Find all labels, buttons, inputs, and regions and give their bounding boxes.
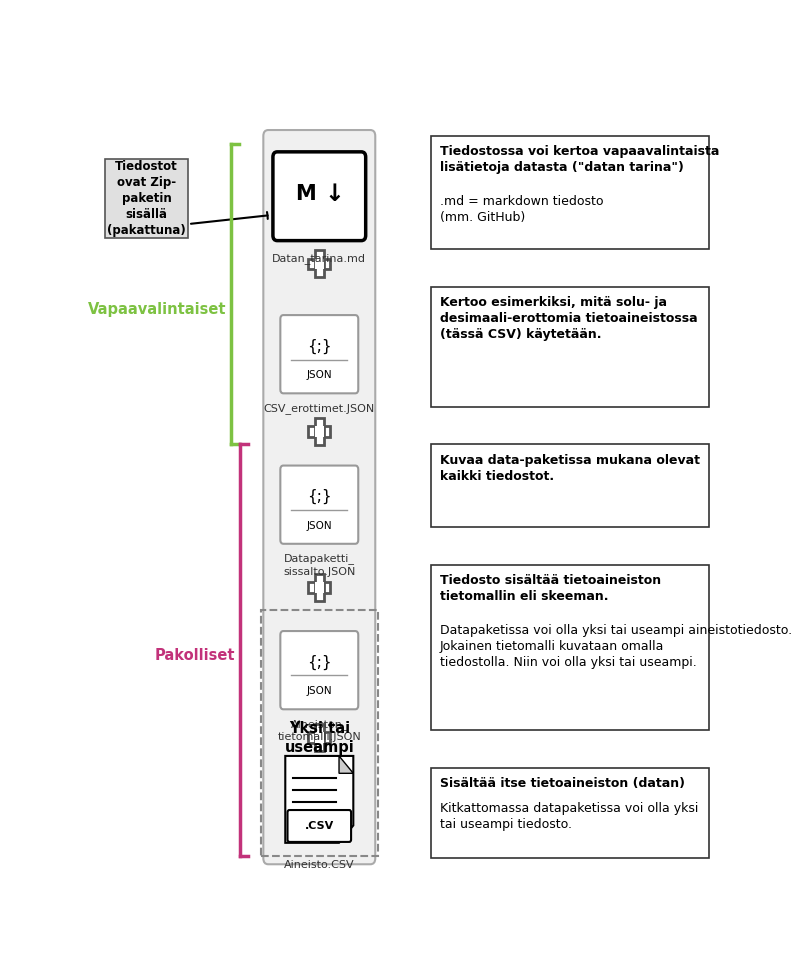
Text: Pakolliset: Pakolliset bbox=[155, 648, 235, 662]
Text: Aineiston_
tietomalli.JSON: Aineiston_ tietomalli.JSON bbox=[278, 719, 361, 743]
Text: Datan_tarina.md: Datan_tarina.md bbox=[272, 253, 366, 264]
Bar bbox=[431, 136, 709, 249]
Bar bbox=[308, 582, 330, 593]
Text: Kitkattomassa datapaketissa voi olla yksi
tai useampi tiedosto.: Kitkattomassa datapaketissa voi olla yks… bbox=[440, 802, 698, 830]
Text: Tiedostossa voi kertoa vapaavalintaista
lisätietoja datasta ("datan tarina"): Tiedostossa voi kertoa vapaavalintaista … bbox=[440, 145, 719, 174]
Text: Datapaketissa voi olla yksi tai useampi aineistotiedosto.
Jokainen tietomalli ku: Datapaketissa voi olla yksi tai useampi … bbox=[440, 623, 792, 668]
Bar bbox=[431, 445, 709, 528]
Text: Yksi tai
useampi: Yksi tai useampi bbox=[284, 721, 354, 754]
FancyBboxPatch shape bbox=[280, 316, 358, 394]
Bar bbox=[315, 724, 324, 751]
Text: JSON: JSON bbox=[306, 370, 332, 380]
FancyBboxPatch shape bbox=[273, 151, 365, 240]
Bar bbox=[431, 768, 709, 858]
Text: Tiedostot
ovat Zip-
paketin
sisällä
(pakattuna): Tiedostot ovat Zip- paketin sisällä (pak… bbox=[107, 159, 186, 236]
Text: Vapaavalintaiset: Vapaavalintaiset bbox=[88, 302, 226, 317]
Text: M: M bbox=[295, 185, 316, 204]
Text: {;}: {;} bbox=[307, 489, 332, 504]
Bar bbox=[431, 565, 709, 731]
Polygon shape bbox=[339, 756, 354, 774]
FancyBboxPatch shape bbox=[287, 810, 351, 842]
Bar bbox=[431, 286, 709, 406]
Bar bbox=[315, 426, 324, 437]
Text: CSV_erottimet.JSON: CSV_erottimet.JSON bbox=[263, 404, 375, 414]
Text: JSON: JSON bbox=[306, 687, 332, 697]
Bar bbox=[308, 259, 330, 270]
Bar bbox=[308, 733, 330, 743]
Text: Aineisto.CSV: Aineisto.CSV bbox=[284, 860, 354, 870]
Text: JSON: JSON bbox=[306, 521, 332, 531]
Bar bbox=[315, 573, 324, 601]
Bar bbox=[315, 250, 324, 277]
Text: {;}: {;} bbox=[307, 339, 332, 354]
FancyBboxPatch shape bbox=[263, 130, 375, 865]
Text: .md = markdown tiedosto
(mm. GitHub): .md = markdown tiedosto (mm. GitHub) bbox=[440, 194, 603, 224]
Polygon shape bbox=[285, 756, 354, 843]
Bar bbox=[105, 158, 188, 237]
Text: Sisältää itse tietoaineiston (datan): Sisältää itse tietoaineiston (datan) bbox=[440, 777, 685, 790]
Bar bbox=[315, 418, 324, 446]
Text: {;}: {;} bbox=[307, 655, 332, 670]
Text: Tiedosto sisältää tietoaineiston
tietomallin eli skeeman.: Tiedosto sisältää tietoaineiston tietoma… bbox=[440, 573, 661, 603]
Bar bbox=[308, 426, 330, 437]
Text: .CSV: .CSV bbox=[305, 821, 334, 831]
Text: ↓: ↓ bbox=[324, 183, 344, 206]
Bar bbox=[315, 582, 324, 593]
FancyBboxPatch shape bbox=[280, 631, 358, 709]
Text: Kertoo esimerkiksi, mitä solu- ja
desimaali-erottomia tietoaineistossa
(tässä CS: Kertoo esimerkiksi, mitä solu- ja desima… bbox=[440, 295, 697, 341]
Bar bbox=[261, 610, 377, 856]
Bar bbox=[315, 259, 324, 270]
Text: Datapaketti_
sissalto.JSON: Datapaketti_ sissalto.JSON bbox=[283, 554, 355, 576]
FancyBboxPatch shape bbox=[280, 466, 358, 544]
Text: Kuvaa data-paketissa mukana olevat
kaikki tiedostot.: Kuvaa data-paketissa mukana olevat kaikk… bbox=[440, 453, 700, 483]
Bar bbox=[315, 733, 324, 743]
